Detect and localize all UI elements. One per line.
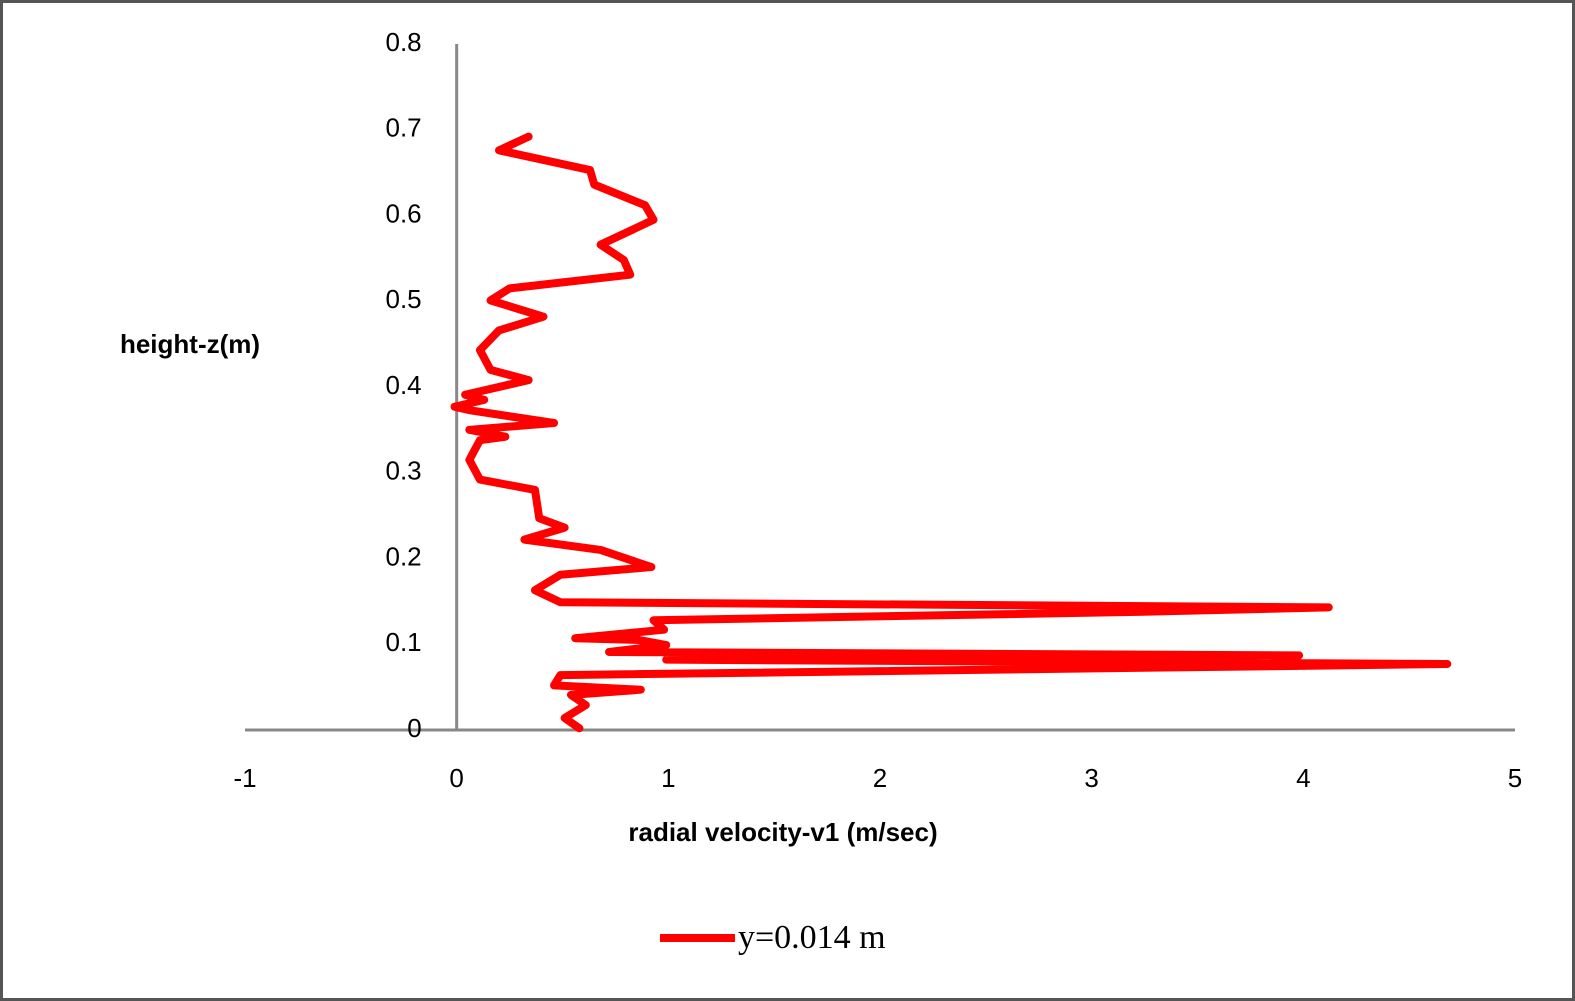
x-tick-label: -1 (233, 763, 256, 793)
y-tick-label: 0.2 (386, 541, 422, 571)
y-tick-label: 0.6 (386, 198, 422, 228)
y-tick-label: 0.8 (386, 27, 422, 57)
y-tick-label: 0.1 (386, 627, 422, 657)
data-line (450, 132, 1452, 733)
x-axis-title: radial velocity-v1 (m/sec) (628, 817, 937, 847)
y-tick-label: 0.5 (386, 284, 422, 314)
y-tick-label: 0.7 (386, 113, 422, 143)
y-axis-title: height-z(m) (120, 329, 260, 359)
x-tick-label: 4 (1296, 763, 1310, 793)
y-tick-label: 0 (407, 713, 421, 743)
x-tick-label: 1 (661, 763, 675, 793)
y-tick-label: 0.3 (386, 456, 422, 486)
x-tick-label: 2 (873, 763, 887, 793)
x-tick-label: 0 (449, 763, 463, 793)
x-tick-label: 5 (1508, 763, 1522, 793)
y-tick-label: 0.4 (386, 370, 422, 400)
x-tick-label: 3 (1084, 763, 1098, 793)
legend-label: y=0.014 m (738, 919, 886, 956)
